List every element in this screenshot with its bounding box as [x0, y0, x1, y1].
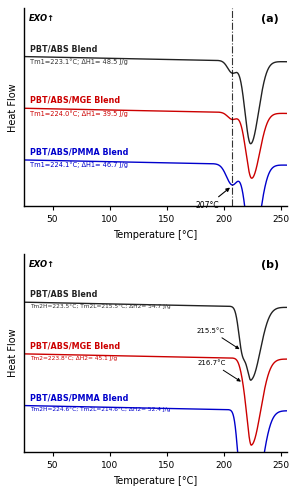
Text: (b): (b): [261, 260, 279, 270]
Text: 214.6°C: 214.6°C: [0, 493, 1, 494]
Text: PBT/ABS Blend: PBT/ABS Blend: [30, 290, 97, 299]
Text: Tm2H=224.6°C; Tm2L=214.6°C; ΔH2= 52.4 J/g: Tm2H=224.6°C; Tm2L=214.6°C; ΔH2= 52.4 J/…: [30, 407, 170, 412]
Y-axis label: Heat Flow: Heat Flow: [8, 83, 18, 132]
Text: PBT/ABS/PMMA Blend: PBT/ABS/PMMA Blend: [30, 148, 128, 157]
Text: 215.5°C: 215.5°C: [197, 328, 239, 349]
Text: EXO↑: EXO↑: [29, 14, 55, 23]
Text: Tm1=224.1°C; ΔH1= 46.7 J/g: Tm1=224.1°C; ΔH1= 46.7 J/g: [30, 162, 128, 168]
Text: Tm2H=223.5°C; Tm2L=215.5°C; ΔH2= 54.7 J/g: Tm2H=223.5°C; Tm2L=215.5°C; ΔH2= 54.7 J/…: [30, 304, 170, 309]
Text: PBT/ABS/PMMA Blend: PBT/ABS/PMMA Blend: [30, 393, 128, 402]
Text: (a): (a): [262, 14, 279, 24]
Text: 216.7°C: 216.7°C: [198, 360, 240, 381]
X-axis label: Temperature [°C]: Temperature [°C]: [113, 230, 198, 240]
Y-axis label: Heat Flow: Heat Flow: [8, 329, 18, 377]
Text: Tm1=224.0°C; ΔH1= 39.5 J/g: Tm1=224.0°C; ΔH1= 39.5 J/g: [30, 110, 127, 117]
Text: PBT/ABS Blend: PBT/ABS Blend: [30, 44, 97, 53]
Text: PBT/ABS/MGE Blend: PBT/ABS/MGE Blend: [30, 341, 120, 350]
Text: Tm2=223.8°C; ΔH2= 45.1 J/g: Tm2=223.8°C; ΔH2= 45.1 J/g: [30, 356, 117, 361]
Text: PBT/ABS/MGE Blend: PBT/ABS/MGE Blend: [30, 96, 120, 105]
X-axis label: Temperature [°C]: Temperature [°C]: [113, 476, 198, 486]
Text: EXO↑: EXO↑: [29, 260, 55, 269]
Text: Tm1=223.1°C; ΔH1= 48.5 J/g: Tm1=223.1°C; ΔH1= 48.5 J/g: [30, 58, 127, 65]
Text: 207°C: 207°C: [196, 188, 229, 210]
